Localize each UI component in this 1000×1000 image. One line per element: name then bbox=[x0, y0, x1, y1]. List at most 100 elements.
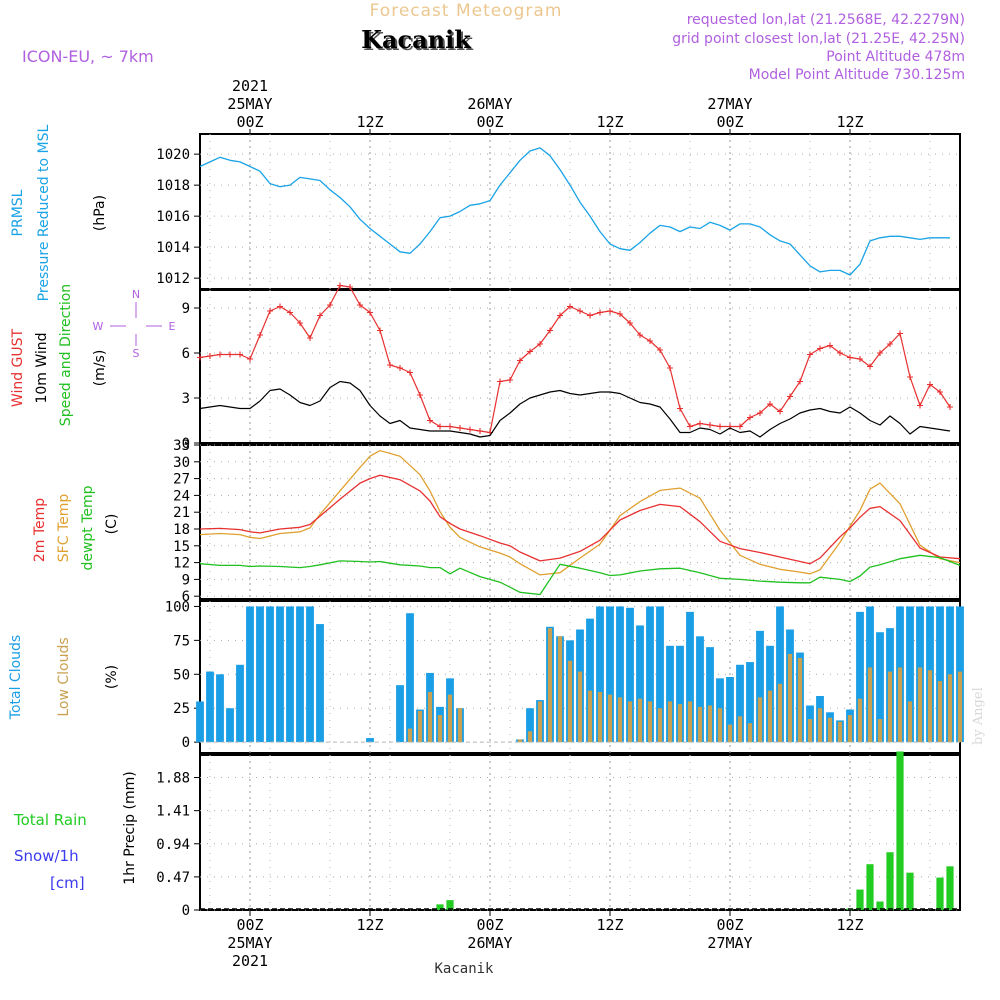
gust-marker bbox=[287, 309, 293, 316]
top-time-label-0-1: 25MAY bbox=[227, 95, 272, 113]
rain-bar bbox=[876, 901, 884, 910]
total-cloud-bar bbox=[746, 662, 754, 743]
ytick-label-2-0: 6 bbox=[182, 589, 190, 605]
total-cloud-bar bbox=[266, 606, 274, 743]
low-cloud-bar bbox=[747, 723, 753, 743]
gust-marker bbox=[307, 335, 313, 341]
low-cloud-bar bbox=[407, 728, 413, 743]
top-time-label-5-0: 12Z bbox=[836, 113, 863, 131]
bottom-time-label-5-0: 12Z bbox=[836, 916, 863, 934]
ytick-label-4-3: 1.41 bbox=[156, 804, 190, 820]
gust-marker bbox=[277, 303, 283, 310]
gust-marker bbox=[477, 428, 483, 434]
location-title: Kacanik bbox=[363, 27, 474, 56]
low-cloud-bar bbox=[917, 667, 923, 743]
footer-label: Kacanik bbox=[434, 961, 494, 977]
top-time-label-2-1: 00Z bbox=[476, 113, 503, 131]
gust-marker bbox=[327, 302, 333, 308]
low-cloud-bar bbox=[787, 653, 793, 743]
ytick-label-1-3: 9 bbox=[182, 301, 190, 317]
bottom-time-label-2-1: 26MAY bbox=[467, 934, 512, 952]
model-label: ICON-EU, ~ 7km bbox=[22, 47, 154, 66]
low-cloud-bar bbox=[907, 701, 913, 743]
ytick-label-3-3: 75 bbox=[173, 633, 190, 649]
gust-marker bbox=[637, 332, 643, 338]
gust-marker bbox=[697, 420, 703, 427]
precip-legend-rain: Total Rain bbox=[13, 811, 87, 829]
total-cloud-bar bbox=[726, 677, 734, 743]
gust-marker bbox=[797, 378, 803, 385]
gust-marker bbox=[507, 377, 513, 383]
chart-marks bbox=[196, 147, 964, 910]
ytick-label-2-5: 21 bbox=[173, 505, 190, 521]
low-cloud-bar bbox=[847, 715, 853, 743]
gust-marker bbox=[427, 417, 433, 424]
gust-marker bbox=[347, 284, 353, 290]
gust-marker bbox=[717, 423, 723, 430]
ytick-label-1-0: 0 bbox=[182, 436, 190, 452]
gust-marker bbox=[217, 351, 223, 358]
total-cloud-bar bbox=[646, 606, 654, 743]
gust-marker bbox=[867, 363, 873, 370]
gust-marker bbox=[207, 353, 213, 359]
temp-label-sfc: SFC Temp bbox=[56, 494, 72, 563]
low-cloud-bar bbox=[797, 658, 803, 743]
gust-marker bbox=[557, 312, 563, 319]
ytick-label-1-1: 3 bbox=[182, 391, 190, 407]
temp-label-dewpt: dewpt Temp bbox=[80, 485, 96, 570]
gust-marker bbox=[467, 426, 473, 433]
rain-bar bbox=[446, 900, 454, 910]
gust-marker bbox=[197, 354, 203, 361]
wind-compass: N S W E bbox=[93, 288, 176, 360]
low-cloud-bar bbox=[557, 636, 563, 743]
gust-marker bbox=[857, 356, 863, 362]
total-cloud-bar bbox=[286, 606, 294, 743]
gust-marker bbox=[607, 308, 613, 314]
sfc-temp-line bbox=[199, 449, 961, 576]
bottom-time-label-0-1: 25MAY bbox=[227, 934, 272, 952]
gust-marker bbox=[357, 302, 363, 308]
gust-marker bbox=[877, 350, 883, 356]
gust-marker bbox=[887, 341, 893, 347]
low-cloud-bar bbox=[717, 708, 723, 743]
low-cloud-bar bbox=[927, 670, 933, 743]
axis-labels: 1012101410161018102003696912151821242730… bbox=[8, 77, 864, 970]
gust-marker bbox=[407, 369, 413, 376]
temp2m-line bbox=[199, 474, 961, 565]
total-cloud-bar bbox=[606, 606, 614, 743]
ytick-label-0-1: 1014 bbox=[156, 240, 190, 256]
wind-label-10m: 10m Wind bbox=[34, 332, 50, 403]
wind-label-gust: Wind GUST bbox=[10, 328, 26, 407]
rain-bar bbox=[856, 889, 864, 910]
panel-frame-2 bbox=[199, 444, 961, 600]
total-cloud-bar bbox=[776, 606, 784, 743]
bottom-time-label-0-2: 2021 bbox=[232, 952, 268, 970]
total-cloud-bar bbox=[676, 645, 684, 743]
gust-marker bbox=[787, 393, 793, 400]
gust-marker bbox=[827, 342, 833, 349]
ytick-label-2-6: 24 bbox=[173, 488, 190, 504]
total-cloud-bar bbox=[706, 647, 714, 743]
total-cloud-bar bbox=[246, 606, 254, 743]
gust-marker bbox=[617, 311, 623, 317]
top-time-label-1-0: 12Z bbox=[356, 113, 383, 131]
clouds-label-low: Low Clouds bbox=[56, 637, 72, 716]
low-cloud-bar bbox=[877, 719, 883, 743]
bottom-time-label-1-0: 12Z bbox=[356, 916, 383, 934]
gust-marker bbox=[627, 320, 633, 326]
rain-bar bbox=[936, 877, 944, 910]
rain-bar bbox=[906, 872, 914, 910]
gust-marker bbox=[367, 309, 373, 316]
bottom-time-label-4-0: 00Z bbox=[716, 916, 743, 934]
low-cloud-bar bbox=[857, 698, 863, 743]
gust-line bbox=[199, 284, 951, 434]
gust-marker bbox=[907, 374, 913, 380]
low-cloud-bar bbox=[607, 694, 613, 743]
gust-marker bbox=[447, 423, 453, 430]
low-cloud-bar bbox=[597, 691, 603, 743]
compass-north: N bbox=[132, 288, 140, 301]
precip-legend-unit: [cm] bbox=[50, 874, 85, 892]
gust-marker bbox=[817, 345, 823, 352]
low-cloud-bar bbox=[677, 704, 683, 743]
ytick-label-2-1: 9 bbox=[182, 572, 190, 588]
